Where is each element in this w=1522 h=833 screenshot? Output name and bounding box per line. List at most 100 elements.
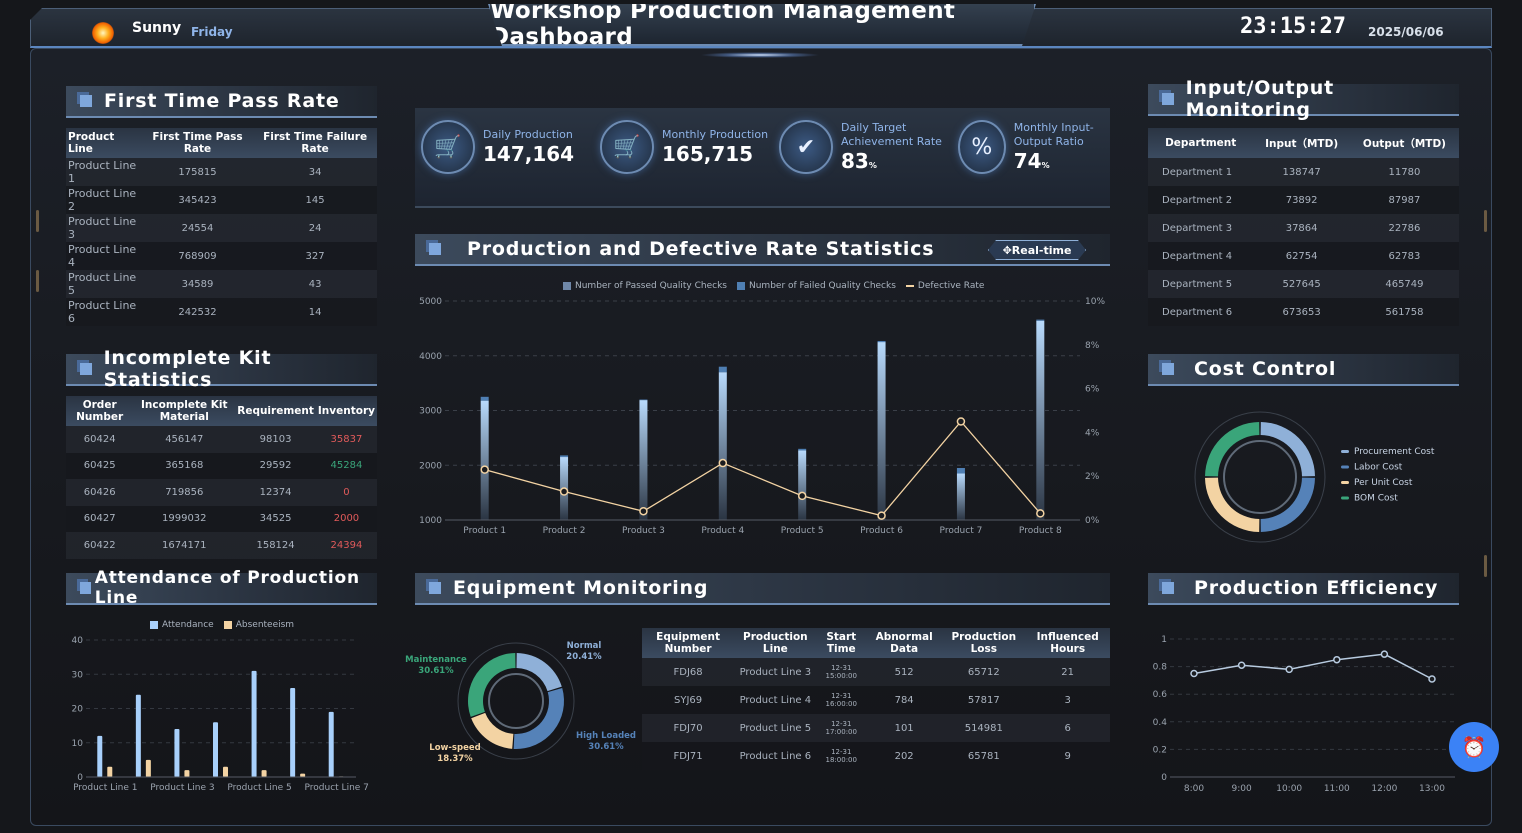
efficiency-point [1237, 661, 1246, 669]
column-header: Start Time [816, 628, 866, 658]
table-cell: Product Line 6 [734, 742, 817, 770]
section-title: Attendance of Production Line [94, 568, 360, 608]
cost-donut: Procurement Cost Labor Cost Per Unit Cost B… [1194, 411, 1435, 543]
column-header: Production Line [734, 628, 817, 658]
defective-rate-point [797, 491, 807, 501]
passed-bar [480, 400, 489, 520]
table-header-row: Department Input（MTD) Output（MTD) [1148, 128, 1459, 158]
table-cell: 60427 [66, 505, 134, 532]
passed-bar [798, 450, 807, 520]
table-cell: 3 [1025, 686, 1110, 714]
table-cell: 101 [865, 714, 943, 742]
section-title: Input/Output Monitoring [1185, 77, 1334, 121]
legend-swatch [1341, 481, 1349, 484]
slice-name: Normal [567, 641, 602, 651]
realtime-label: Real-time [1011, 243, 1072, 257]
kpi-number: 74 [1013, 149, 1042, 173]
section-title: First Time Pass Rate [104, 90, 340, 112]
defective-rate-point [1036, 509, 1045, 518]
absenteeism-bar [145, 759, 151, 777]
efficiency-point [1285, 665, 1293, 674]
table-cell: 21 [1025, 658, 1110, 686]
table-cell: 784 [865, 686, 943, 714]
absenteeism-bar [107, 766, 113, 777]
square-icon [80, 363, 92, 375]
table-cell: 57817 [942, 686, 1026, 714]
table-row: 60422 1674171 158124 24394 [66, 532, 377, 559]
table-row: FDJ70 Product Line 5 12-31 17:00:00 101 5149… [642, 714, 1110, 742]
x-tick-label: Product 4 [701, 526, 744, 536]
table-cell: 60422 [66, 532, 134, 559]
column-header: First Time Pass Rate [141, 128, 254, 158]
table-row: Product Line 6 242532 14 [66, 298, 377, 326]
slice-percent: 30.61% [418, 666, 454, 676]
io-table: Department Input（MTD) Output（MTD) Departmen… [1148, 128, 1459, 326]
column-header: Inventory [315, 396, 377, 426]
attendance-bar [97, 735, 103, 777]
failed-bar [956, 467, 965, 474]
table-cell: 327 [253, 242, 377, 270]
cost-slice [1205, 477, 1260, 532]
passed-bar [639, 400, 648, 520]
defective-rate-point [559, 487, 569, 496]
y-tick-label: 10 [72, 739, 84, 749]
table-cell: 34 [253, 158, 377, 186]
kpi-value: 165,715 [662, 142, 768, 166]
production-chart: 5000 4000 3000 2000 1000 10% 8% 6% 4% 2% 0% Product… [419, 297, 1105, 536]
legend-swatch [223, 620, 232, 629]
square-icon [429, 582, 441, 594]
alarm-button[interactable]: ⏰ [1449, 722, 1499, 772]
x-tick-label: Product 2 [543, 526, 586, 536]
table-row: Department 2 73892 87987 [1148, 186, 1459, 214]
square-icon [80, 95, 92, 107]
y-tick-label: 0.8 [1153, 663, 1168, 673]
section-header-kit: Incomplete Kit Statistics [66, 347, 377, 391]
x-tick-label: Product Line 7 [305, 783, 369, 793]
failed-bar [877, 340, 886, 343]
column-header: Requirement [235, 396, 316, 426]
legend-swatch [736, 281, 745, 290]
section-title: Equipment Monitoring [453, 577, 709, 599]
y-tick-label: 5000 [419, 297, 442, 307]
y-tick-label: 1 [1161, 635, 1167, 645]
x-tick-label: Product 6 [860, 526, 903, 536]
y-tick-label: 40 [72, 636, 84, 646]
table-cell: 22786 [1349, 214, 1459, 242]
column-header: Abnormal Data [865, 628, 943, 658]
x-tick-label: Product 1 [463, 526, 506, 536]
equipment-slice [468, 653, 516, 717]
section-header-efficiency: Production Efficiency [1148, 573, 1459, 605]
table-cell: 24 [253, 214, 377, 242]
y-tick-label: 0.4 [1153, 718, 1168, 728]
y-tick-label: 3000 [419, 407, 442, 417]
table-cell: 6 [1025, 714, 1110, 742]
y-tick-label: 4000 [419, 352, 442, 362]
column-header: Order Number [66, 396, 134, 426]
sun-icon [92, 22, 114, 44]
table-cell: 29592 [235, 452, 316, 479]
table-cell: 514981 [942, 714, 1026, 742]
realtime-button[interactable]: ✥ Real-time [988, 240, 1086, 260]
table-cell: 202 [865, 742, 943, 770]
column-header: First Time Failure Rate [253, 128, 377, 158]
table-row: Product Line 4 768909 327 [66, 242, 377, 270]
y-tick-label: 0.2 [1153, 745, 1167, 755]
y2-tick-label: 10% [1085, 297, 1105, 307]
first-pass-table: Product Line First Time Pass Rate First Ti… [66, 128, 377, 326]
cost-slice [1205, 422, 1260, 477]
kpi-number: 165,715 [662, 142, 754, 166]
table-cell: 12-31 16:00:00 [816, 686, 866, 714]
slice-name: Maintenance [405, 655, 467, 665]
passed-bar [718, 372, 727, 520]
table-cell: Product Line 4 [66, 242, 142, 270]
square-icon [429, 243, 441, 255]
table-cell: 345423 [141, 186, 254, 214]
table-cell: FDJ70 [642, 714, 735, 742]
failed-bar [560, 455, 569, 458]
y-tick-label: 30 [72, 670, 84, 680]
table-cell: 45284 [315, 452, 377, 479]
table-cell: 24554 [141, 214, 254, 242]
table-cell: Product Line 5 [734, 714, 817, 742]
passed-bar [1036, 320, 1045, 520]
table-cell: 60426 [66, 479, 134, 506]
